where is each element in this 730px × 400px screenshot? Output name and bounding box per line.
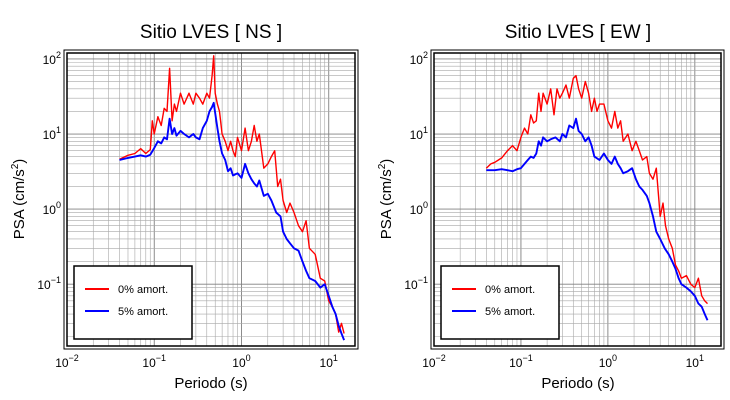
y-tick-exponent: 1	[56, 125, 61, 135]
x-tick-label: 10−2	[55, 353, 79, 370]
y-axis-label: PSA (cm/s2)	[377, 159, 395, 240]
x-tick-exponent: −1	[522, 353, 532, 363]
y-tick-label: 100	[410, 200, 428, 217]
x-tick-label: 101	[320, 353, 338, 370]
legend-box	[73, 265, 193, 340]
x-tick-label: 100	[232, 353, 250, 370]
y-tick-label: 101	[410, 125, 428, 142]
plot-frame	[433, 52, 722, 347]
legend-label: 0% amort.	[118, 284, 168, 296]
x-tick-exponent: 1	[699, 353, 704, 363]
legend-label: 0% amort.	[485, 284, 535, 296]
series-line-amort-5	[119, 101, 345, 341]
y-tick-exponent: −1	[51, 275, 61, 285]
y-tick-label: 101	[43, 125, 61, 142]
plot-frame	[66, 52, 356, 347]
legend-label: 5% amort.	[118, 306, 168, 318]
x-tick-label: 101	[686, 353, 704, 370]
x-tick-label: 10−2	[422, 353, 446, 370]
x-tick-exponent: 0	[246, 353, 251, 363]
x-tick-exponent: 0	[612, 353, 617, 363]
x-tick-exponent: −1	[156, 353, 166, 363]
y-tick-label: 102	[43, 50, 61, 67]
legend-label: 5% amort.	[485, 306, 535, 318]
y-axis-label-text: PSA (cm/s	[11, 169, 28, 239]
y-axis-label-sup: 2	[377, 163, 388, 169]
y-axis-label: PSA (cm/s2)	[10, 159, 28, 240]
y-tick-exponent: 2	[423, 50, 428, 60]
legend: 0% amort. 5% amort.	[73, 265, 193, 340]
series-line-amort-0	[485, 74, 708, 305]
y-axis-label-close: )	[378, 159, 395, 164]
legend: 0% amort. 5% amort.	[440, 265, 560, 340]
x-tick-label: 10−1	[509, 353, 533, 370]
x-tick-label: 100	[599, 353, 617, 370]
x-tick-exponent: −2	[69, 353, 79, 363]
x-axis-label: Periodo (s)	[174, 375, 247, 392]
y-tick-exponent: 2	[56, 50, 61, 60]
y-tick-exponent: 1	[423, 125, 428, 135]
series-line-amort-5	[486, 117, 709, 321]
y-tick-label: 10−1	[37, 275, 61, 292]
x-tick-label: 10−1	[142, 353, 166, 370]
x-tick-exponent: −2	[436, 353, 446, 363]
chart-title: Sitio LVES [ NS ]	[140, 22, 282, 43]
chart-panel-ns: Sitio LVES [ NS ] 10−2 10−1 100 10110−11001…	[10, 22, 359, 392]
y-axis-label-close: )	[11, 159, 28, 164]
y-tick-exponent: −1	[418, 275, 428, 285]
series-line-amort-0	[119, 55, 345, 334]
y-tick-exponent: 0	[423, 200, 428, 210]
grid	[433, 53, 722, 346]
x-axis-label: Periodo (s)	[541, 375, 614, 392]
chart-title: Sitio LVES [ EW ]	[505, 22, 651, 43]
plot-frame-outer	[63, 49, 359, 350]
y-axis-label-text: PSA (cm/s	[378, 169, 395, 239]
y-tick-exponent: 0	[56, 200, 61, 210]
x-tick-exponent: 1	[333, 353, 338, 363]
plot-frame-outer	[430, 49, 725, 350]
y-tick-label: 100	[43, 200, 61, 217]
chart-panel-ew: Sitio LVES [ EW ] 10−2 10−1 100 10110−11001…	[377, 22, 725, 392]
y-axis-label-sup: 2	[10, 163, 21, 169]
y-tick-label: 102	[410, 50, 428, 67]
y-tick-label: 10−1	[404, 275, 428, 292]
legend-box	[440, 265, 560, 340]
